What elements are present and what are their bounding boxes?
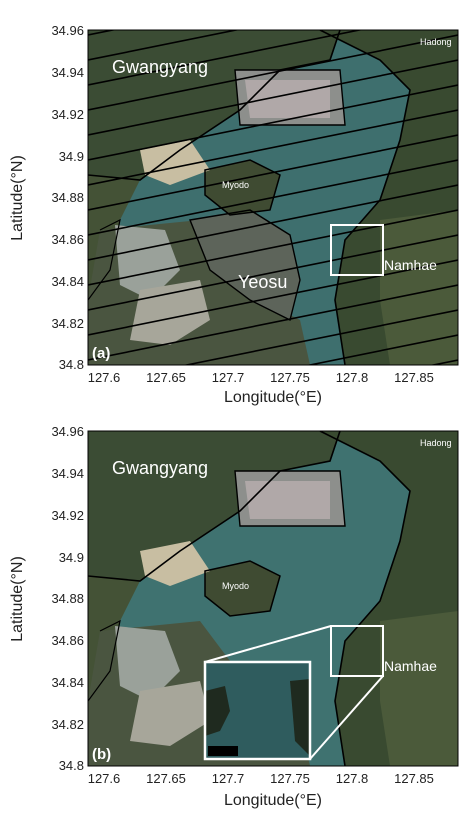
zoom-line-top <box>204 625 332 663</box>
study-area-box <box>330 224 384 276</box>
x-tick-label: 127.8 <box>336 771 369 786</box>
panel-label-a: (a) <box>92 345 110 362</box>
label-namhae: Namhae <box>384 658 437 674</box>
y-tick-label: 34.84 <box>51 675 84 690</box>
y-tick-labels-b: 34.96 34.94 34.92 34.9 34.88 34.86 34.84… <box>51 424 84 773</box>
x-tick-label: 127.8 <box>336 370 369 385</box>
x-tick-label: 127.85 <box>394 771 434 786</box>
y-tick-label: 34.88 <box>51 190 84 205</box>
label-yeosu: Yeosu <box>238 272 287 292</box>
y-tick-label: 34.92 <box>51 107 84 122</box>
map-frame-b <box>87 430 459 767</box>
zoom-line-bottom <box>309 675 384 760</box>
y-tick-label: 34.82 <box>51 316 84 331</box>
x-tick-label: 127.7 <box>212 370 245 385</box>
y-tick-label: 34.86 <box>51 633 84 648</box>
panel-label-b: (b) <box>92 746 111 763</box>
y-tick-label: 34.9 <box>59 149 84 164</box>
label-gwangyang: Gwangyang <box>112 458 208 478</box>
x-axis-label-b: Longitude(°E) <box>224 792 322 809</box>
scan-lines <box>88 30 458 365</box>
y-tick-label: 34.82 <box>51 717 84 732</box>
y-tick-label: 34.96 <box>51 424 84 439</box>
y-tick-label: 34.96 <box>51 23 84 38</box>
x-tick-label: 127.75 <box>270 370 310 385</box>
study-area-box <box>330 625 384 677</box>
y-tick-label: 34.8 <box>59 758 84 773</box>
label-myodo: Myodo <box>222 581 249 591</box>
x-tick-label: 127.6 <box>88 370 121 385</box>
label-myodo: Myodo <box>222 180 249 190</box>
satellite-image-b <box>88 431 458 766</box>
label-hadong: Hadong <box>420 37 452 47</box>
satellite-image-a <box>88 30 458 365</box>
x-tick-label: 127.6 <box>88 771 121 786</box>
map-panel-a-svg: Gwangyang Myodo Yeosu Namhae Hadong (a) … <box>9 23 459 406</box>
x-tick-labels-b: 127.6 127.65 127.7 127.75 127.8 127.85 <box>88 771 434 786</box>
y-tick-label: 34.88 <box>51 591 84 606</box>
x-tick-label: 127.75 <box>270 771 310 786</box>
y-axis-label-a: Latitude(°N) <box>9 155 26 241</box>
y-tick-label: 34.86 <box>51 232 84 247</box>
y-tick-label: 34.8 <box>59 357 84 372</box>
y-tick-label: 34.9 <box>59 550 84 565</box>
x-tick-label: 127.65 <box>146 771 186 786</box>
y-tick-label: 34.94 <box>51 65 84 80</box>
x-tick-label: 127.7 <box>212 771 245 786</box>
map-frame-a <box>87 29 459 366</box>
x-tick-label: 127.65 <box>146 370 186 385</box>
x-axis-label-a: Longitude(°E) <box>224 389 322 406</box>
y-tick-labels-a: 34.96 34.94 34.92 34.9 34.88 34.86 34.84… <box>51 23 84 372</box>
map-panel-b-svg: Gwangyang Myodo Namhae Hadong (b) 34.96 … <box>9 424 459 809</box>
map-panel-b: Gwangyang Myodo Namhae Hadong (b) 34.96 … <box>0 411 474 822</box>
y-tick-label: 34.92 <box>51 508 84 523</box>
y-axis-label-b: Latitude(°N) <box>9 556 26 642</box>
zoom-inset <box>203 660 312 761</box>
label-gwangyang: Gwangyang <box>112 57 208 77</box>
map-panel-a: Gwangyang Myodo Yeosu Namhae Hadong (a) … <box>9 23 459 406</box>
x-tick-labels-a: 127.6 127.65 127.7 127.75 127.8 127.85 <box>88 370 434 385</box>
x-tick-label: 127.85 <box>394 370 434 385</box>
y-tick-label: 34.84 <box>51 274 84 289</box>
label-hadong: Hadong <box>420 438 452 448</box>
y-tick-label: 34.94 <box>51 466 84 481</box>
label-namhae: Namhae <box>384 257 437 273</box>
